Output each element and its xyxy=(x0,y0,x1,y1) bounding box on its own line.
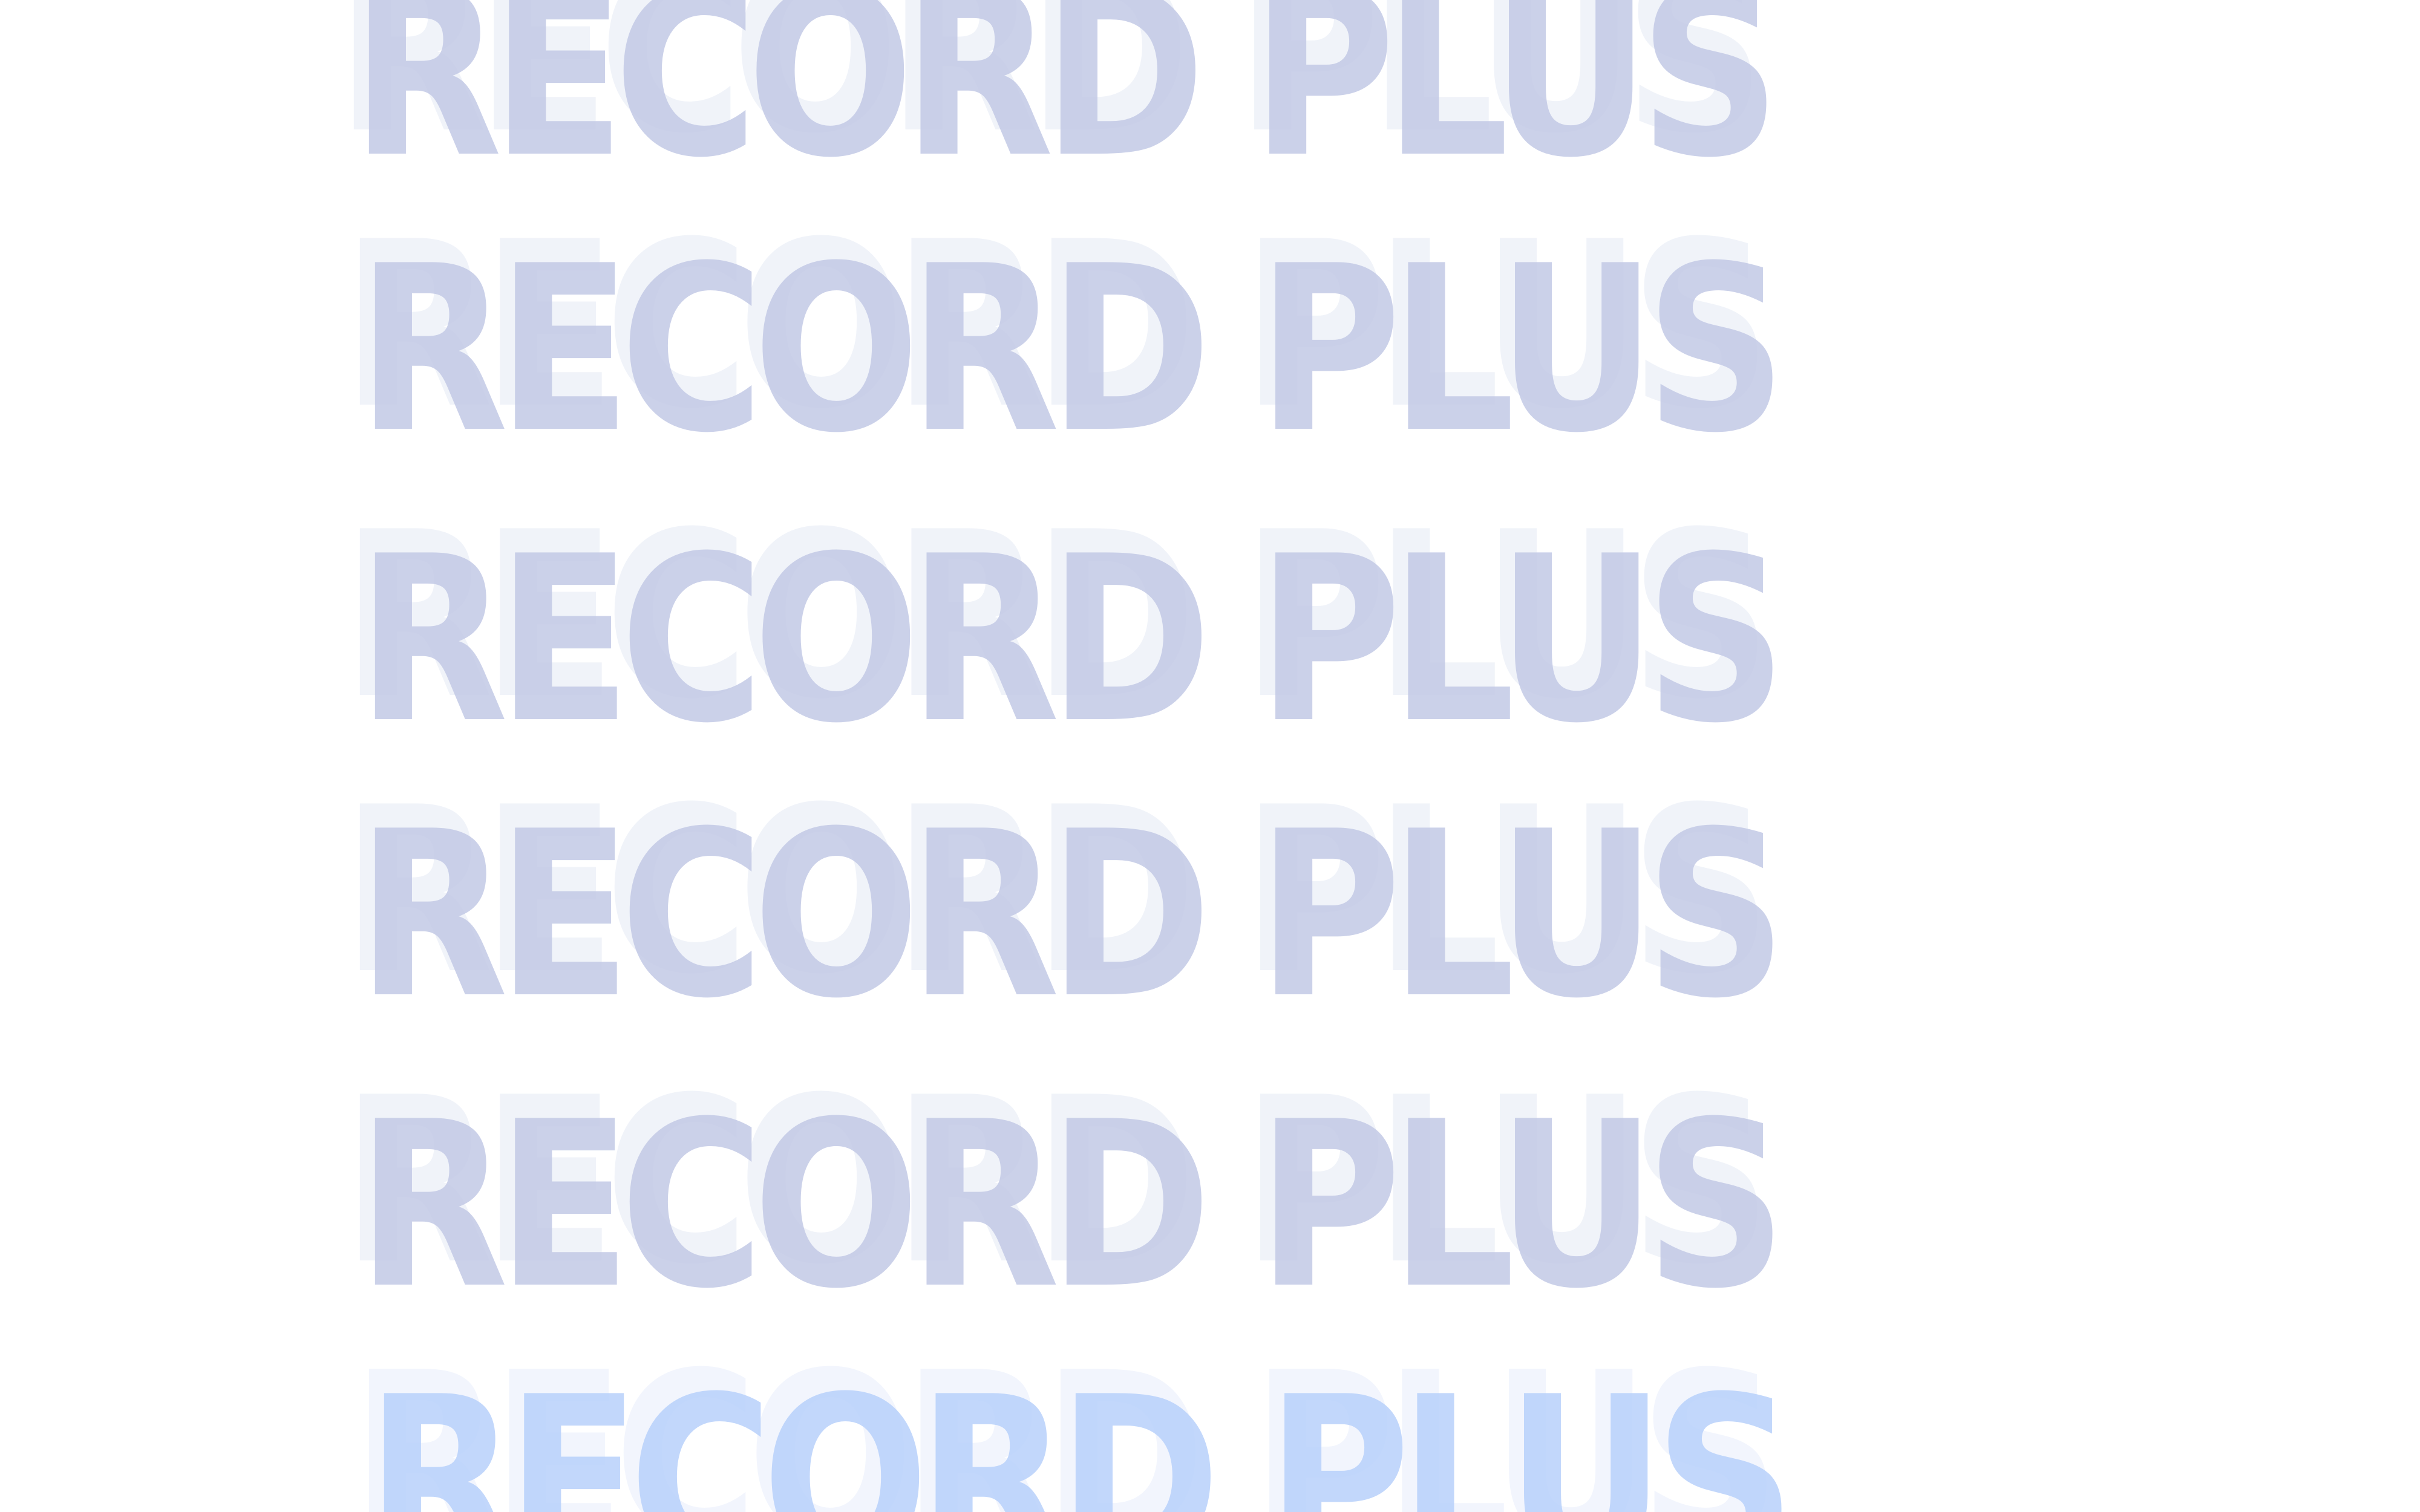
wordmark-text: RECORD PLUS xyxy=(351,0,1781,208)
wordmark-row-3: RECORD PLUS RECORD PLUS xyxy=(0,502,2420,780)
wordmark-row-2: RECORD PLUS RECORD PLUS xyxy=(0,212,2420,490)
wordmark-shadow: RECORD PLUS xyxy=(351,1324,1781,1512)
wordmark-shadow: RECORD PLUS xyxy=(342,1049,1771,1315)
wordmark-shadow: RECORD PLUS xyxy=(342,758,1771,1025)
wordmark-row-5: RECORD PLUS RECORD PLUS xyxy=(0,1067,2420,1346)
wordmark-text: RECORD PLUS xyxy=(357,1073,1787,1339)
wordmark-text: RECORD PLUS xyxy=(357,217,1787,483)
wordmark-text: RECORD PLUS xyxy=(357,783,1787,1049)
wordmark-shadow: RECORD PLUS xyxy=(342,193,1771,459)
wordmark-row-6: RECORD PLUS RECORD PLUS xyxy=(0,1343,2420,1512)
wordmark-text: RECORD PLUS xyxy=(357,507,1787,774)
wordmark-row-4: RECORD PLUS RECORD PLUS xyxy=(0,777,2420,1055)
wordmark-shadow: RECORD PLUS xyxy=(336,0,1765,184)
wordmark-shadow: RECORD PLUS xyxy=(342,483,1771,749)
wordmark-row-1: RECORD PLUS RECORD PLUS xyxy=(0,0,2420,215)
wordmark-text: RECORD PLUS xyxy=(366,1348,1796,1512)
